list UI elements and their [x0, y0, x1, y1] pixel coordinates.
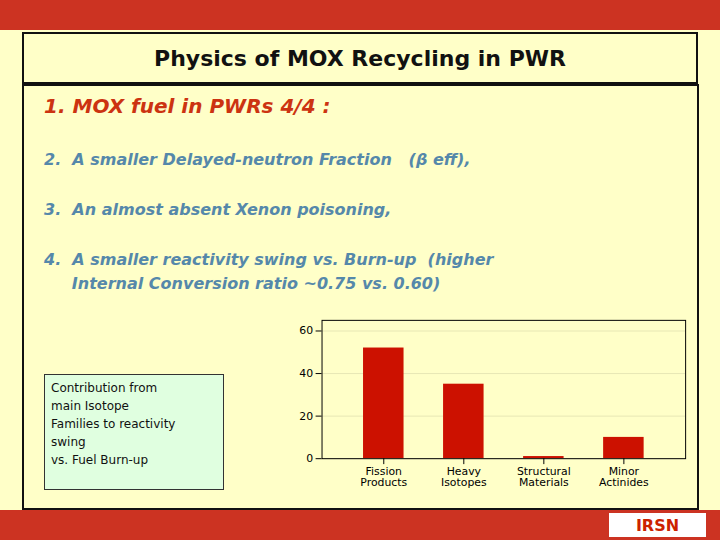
svg-text:20: 20: [299, 410, 313, 423]
html-text:3. An almost absent Xenon pois: 3. An almost absent Xenon poisoning,: [44, 200, 392, 219]
svg-text:HeavyIsotopes: HeavyIsotopes: [441, 465, 487, 489]
svg-text:StructuralMaterials: StructuralMaterials: [517, 465, 571, 489]
html-text:Physics of MOX Recycling in PW: Physics of MOX Recycling in PWR: [154, 45, 566, 71]
html-text:4. A smaller reactivity swing: 4. A smaller reactivity swing vs. Burn-u…: [44, 250, 494, 269]
svg-text:MinorActinides: MinorActinides: [599, 465, 649, 489]
html-text:2. A smaller Delayed-neutron F: 2. A smaller Delayed-neutron Fraction (β…: [44, 150, 471, 169]
svg-text:FissionProducts: FissionProducts: [360, 465, 407, 489]
svg-text:40: 40: [299, 367, 313, 380]
html-text:Internal Conversion ratio ~0.7: Internal Conversion ratio ~0.75 vs. 0.60…: [44, 274, 441, 293]
html-text:1. MOX fuel in PWRs 4/4 :: 1. MOX fuel in PWRs 4/4 :: [44, 94, 331, 118]
svg-text:60: 60: [299, 324, 313, 337]
svg-text:0: 0: [306, 452, 313, 465]
html-text:IRSN: IRSN: [635, 515, 680, 535]
html-text:Contribution from main Isotope: Contribution from main Isotope Families …: [51, 381, 176, 467]
